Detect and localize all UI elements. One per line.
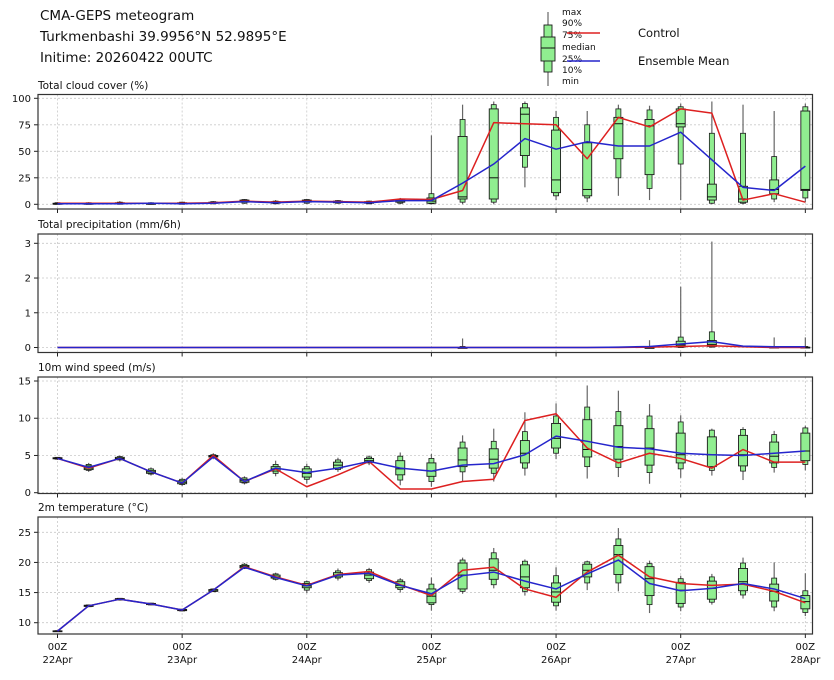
box-25-75 (706, 183, 717, 201)
mean-line (57, 131, 806, 205)
x-tick-label: 23Apr (167, 655, 198, 666)
legend-label-max: max (562, 8, 582, 18)
box-25-75 (551, 129, 562, 194)
box-25-75 (800, 110, 811, 191)
legend-control-label: Control (638, 26, 680, 40)
y-tick-label: 100 (12, 94, 31, 105)
y-tick-label: 50 (18, 147, 31, 158)
legend-label-75: 75% (562, 31, 583, 41)
x-tick-label: 25Apr (416, 655, 447, 666)
y-tick-label: 2 (25, 274, 31, 285)
box-25-75 (800, 432, 811, 462)
y-tick-label: 25 (18, 528, 31, 539)
box-25-75 (706, 580, 717, 600)
box-25-75 (519, 440, 530, 464)
legend-box-25-75 (540, 36, 556, 62)
box-10-90 (708, 132, 715, 204)
x-tick-label: 00Z (48, 642, 68, 653)
y-tick-label: 20 (18, 558, 31, 569)
mean-line (57, 340, 806, 349)
x-tick-label: 26Apr (541, 655, 572, 666)
panel-title-wind: 10m wind speed (m/s) (38, 362, 156, 374)
box-25-75 (644, 566, 655, 597)
box-25-75 (738, 185, 748, 203)
mean-line (57, 435, 806, 484)
box-25-75 (706, 436, 717, 468)
y-tick-label: 10 (18, 618, 31, 629)
legend-label-90: 90% (562, 19, 583, 29)
panel-border (37, 233, 814, 354)
x-tick-label: 22Apr (42, 655, 73, 666)
box-10-90 (708, 331, 715, 348)
x-tick-label: 00Z (172, 642, 192, 653)
box-25-75 (675, 432, 686, 464)
legend-label-median: median (562, 43, 596, 53)
box-25-75 (582, 142, 593, 197)
x-tick-label: 27Apr (666, 655, 697, 666)
y-tick-label: 15 (18, 588, 31, 599)
y-tick-label: 15 (18, 377, 31, 388)
init-time: Initime: 20260422 00UTC (40, 50, 213, 66)
station-info: Turkmenbashi 39.9956°N 52.9895°E (40, 29, 287, 45)
page-title: CMA-GEPS meteogram (40, 8, 195, 24)
panel-border (37, 516, 814, 635)
legend-mean-label: Ensemble Mean (638, 54, 730, 68)
panel-title-temp: 2m temperature (°C) (38, 502, 149, 514)
x-tick-label: 00Z (422, 642, 442, 653)
box-25-75 (644, 428, 655, 466)
box-25-75 (457, 447, 468, 468)
legend-label-10: 10% (562, 66, 583, 76)
panel-title-precip: Total precipitation (mm/6h) (38, 219, 181, 231)
y-tick-label: 1 (25, 308, 31, 319)
y-tick-label: 75 (18, 120, 31, 131)
box-25-75 (488, 448, 499, 469)
x-tick-label: 00Z (796, 642, 816, 653)
box-10-90 (771, 156, 778, 200)
box-25-75 (613, 425, 624, 460)
legend-label-25: 25% (562, 55, 583, 65)
box-25-75 (457, 136, 468, 200)
box-25-75 (644, 119, 655, 176)
panel-title-cloud: Total cloud cover (%) (38, 80, 149, 92)
x-tick-label: 28Apr (790, 655, 821, 666)
box-25-75 (426, 462, 437, 477)
panel-border (37, 93, 814, 210)
box-25-75 (769, 179, 780, 195)
y-tick-label: 25 (18, 173, 31, 184)
box-10-90 (740, 132, 746, 204)
mean-line (57, 559, 806, 632)
panel-border (37, 376, 814, 495)
box-25-75 (675, 581, 686, 604)
y-tick-label: 0 (25, 200, 31, 211)
y-tick-label: 5 (25, 451, 31, 462)
x-tick-label: 00Z (546, 642, 566, 653)
box-25-75 (582, 419, 593, 458)
y-tick-label: 0 (25, 488, 31, 499)
box-25-75 (519, 564, 530, 589)
y-tick-label: 10 (18, 414, 31, 425)
box-25-75 (488, 108, 499, 200)
x-tick-label: 00Z (297, 642, 317, 653)
box-25-75 (738, 568, 748, 592)
y-tick-label: 0 (25, 343, 31, 354)
box-25-75 (519, 107, 530, 156)
x-tick-label: 00Z (671, 642, 691, 653)
legend-label-min: min (562, 77, 579, 87)
box-25-75 (551, 582, 562, 603)
y-tick-label: 3 (25, 239, 31, 250)
x-tick-label: 24Apr (292, 655, 323, 666)
box-25-75 (488, 558, 499, 580)
